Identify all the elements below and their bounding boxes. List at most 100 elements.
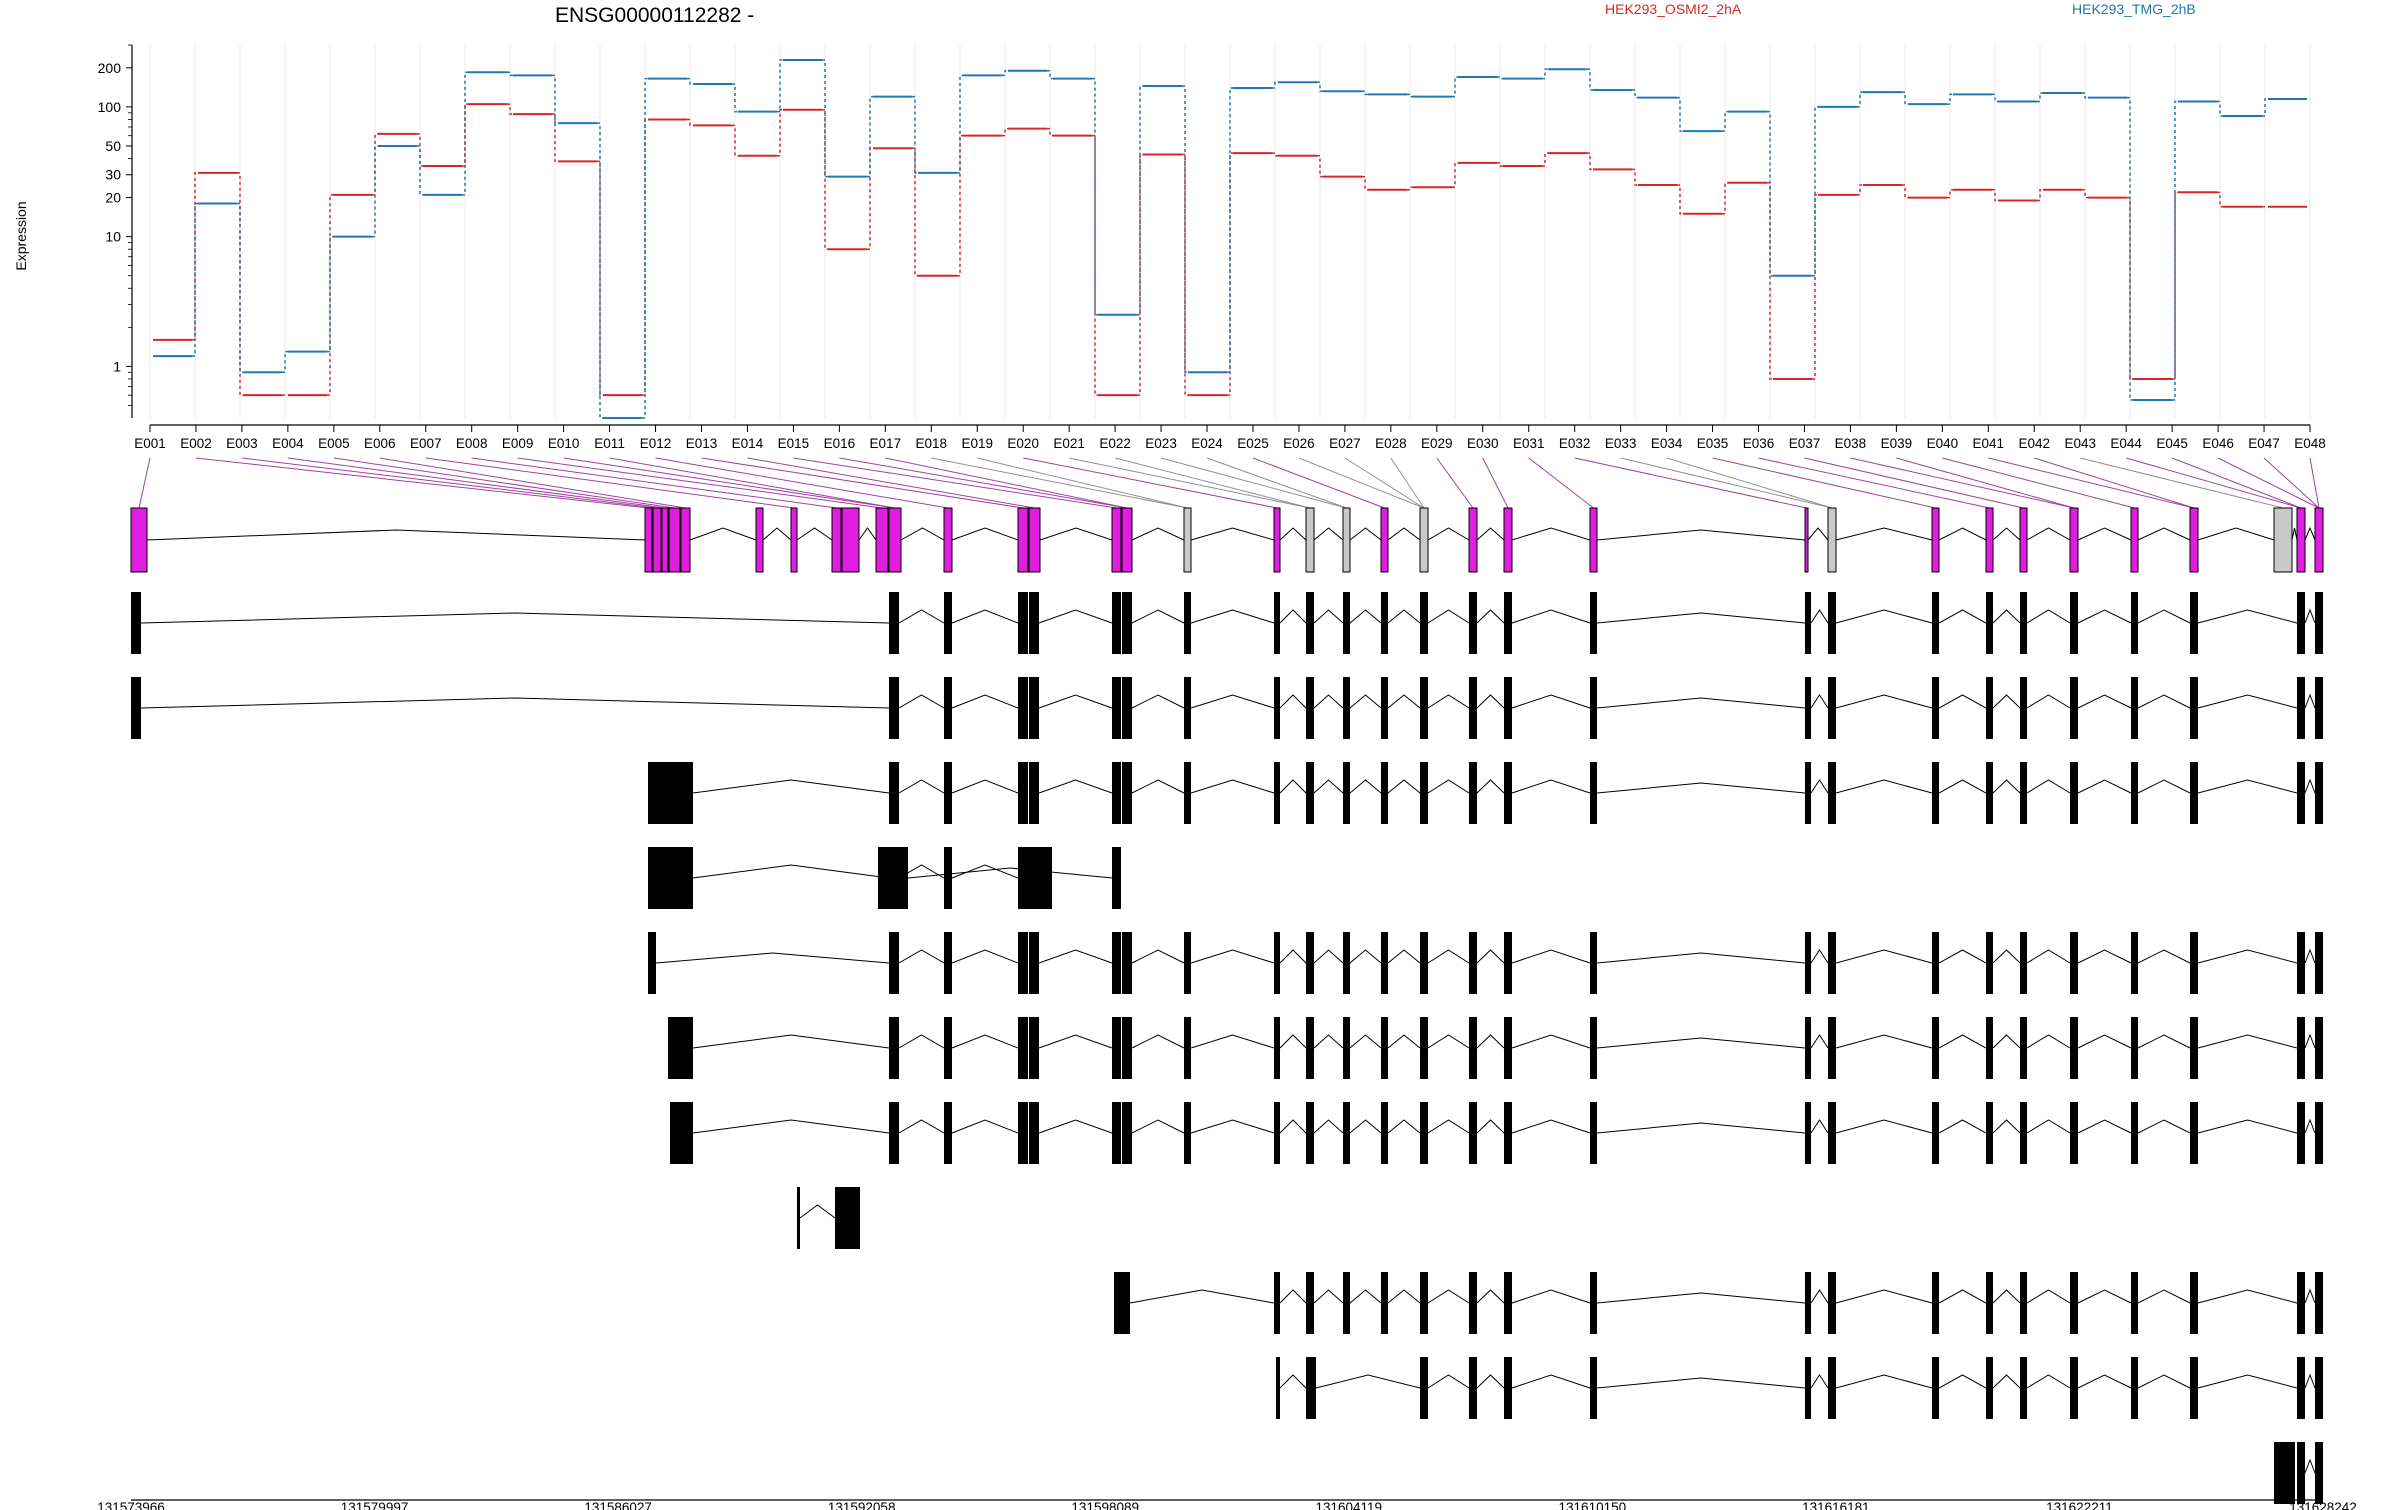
series-connector — [1182, 153, 1188, 396]
exon-box — [1469, 1102, 1477, 1164]
intron-line — [1835, 779, 1933, 794]
intron-line — [1279, 1374, 1307, 1389]
exon-box — [1932, 762, 1939, 824]
exon-link — [1344, 457, 1425, 509]
exon-box — [1805, 1357, 1811, 1419]
intron-line — [1427, 779, 1470, 794]
series-connector — [1767, 110, 1773, 277]
series-connector — [372, 145, 378, 238]
exon-link — [517, 457, 883, 509]
exon-box — [1112, 592, 1121, 654]
intron-line — [1427, 694, 1470, 709]
x-tick-label: E042 — [2018, 436, 2050, 451]
exon-model-box — [1342, 507, 1351, 573]
exon-box — [2131, 932, 2138, 994]
exon-box — [1420, 1017, 1428, 1079]
exon-box — [1029, 592, 1039, 654]
exon-model-box — [2069, 507, 2079, 573]
exon-link — [1804, 457, 2024, 509]
series-connector — [1947, 188, 1953, 199]
exon-box — [2020, 1017, 2027, 1079]
intron-line — [2304, 1118, 2316, 1134]
intron-line — [2077, 1034, 2132, 1049]
exon-box — [889, 592, 899, 654]
intron-line — [1511, 694, 1591, 709]
intron-line — [2137, 527, 2191, 541]
transcript-track — [1276, 1357, 2323, 1419]
exon-box — [1932, 1102, 1939, 1164]
intron-line — [951, 1034, 1019, 1049]
exon-box — [2020, 932, 2027, 994]
intron-line — [1279, 949, 1307, 964]
series-connector — [1227, 87, 1233, 374]
exon-box — [2020, 1272, 2027, 1334]
intron-line — [1938, 779, 1987, 794]
intron-line — [1387, 949, 1421, 964]
x-tick-label: E001 — [134, 436, 166, 451]
intron-line — [1279, 527, 1307, 541]
x-tick-label: E012 — [640, 436, 672, 451]
exon-link — [1252, 457, 1385, 509]
exon-box — [2297, 1102, 2305, 1164]
exon-box — [1274, 762, 1280, 824]
intron-line — [1131, 779, 1185, 794]
exon-box — [1276, 1357, 1280, 1419]
x-tick-label: E048 — [2294, 436, 2326, 451]
exon-box — [2190, 592, 2198, 654]
exon-box — [944, 932, 952, 994]
series-connector — [1947, 93, 1953, 105]
exon-box — [2274, 1442, 2295, 1504]
intron-line — [1596, 612, 1806, 624]
intron-line — [1349, 609, 1382, 624]
exon-model-box — [668, 507, 681, 573]
x-tick-label: E037 — [1789, 436, 1821, 451]
exon-model-box — [2314, 507, 2324, 573]
intron-line — [1131, 1034, 1185, 1049]
exon-box — [2315, 932, 2323, 994]
exon-link — [425, 457, 795, 509]
y-tick-label: 50 — [105, 138, 121, 154]
x-tick-label: E036 — [1743, 436, 1775, 451]
intron-line — [1511, 949, 1591, 964]
exon-box — [1986, 592, 1993, 654]
exon-box — [1420, 677, 1428, 739]
exon-box — [2297, 1442, 2305, 1504]
exon-box — [1122, 592, 1132, 654]
x-tick-label: E016 — [824, 436, 856, 451]
intron-line — [2197, 1289, 2298, 1304]
exon-link — [793, 457, 1117, 509]
series-connector — [507, 103, 513, 115]
intron-line — [2077, 527, 2132, 541]
intron-line — [1596, 1037, 1806, 1049]
exon-box — [1018, 932, 1028, 994]
x-tick-label: E025 — [1237, 436, 1269, 451]
y-tick-label: 200 — [98, 60, 122, 76]
intron-line — [1835, 1374, 1933, 1389]
intron-line — [898, 779, 945, 794]
exon-box — [1122, 1017, 1132, 1079]
exon-link — [1942, 457, 2135, 509]
intron-line — [1992, 527, 2021, 541]
exon-box — [1029, 677, 1039, 739]
series-connector — [597, 122, 603, 419]
intron-line — [1511, 527, 1591, 541]
x-tick-label: E028 — [1375, 436, 1407, 451]
exon-box — [1986, 1357, 1993, 1419]
exon-model-box — [790, 507, 798, 573]
exon-box — [1306, 932, 1314, 994]
intron-line — [2077, 1119, 2132, 1134]
transcript-track — [648, 762, 2323, 824]
series-connector — [687, 77, 693, 85]
x-tick-label: E035 — [1697, 436, 1729, 451]
series-connector — [372, 133, 378, 196]
exon-model-box — [1468, 507, 1478, 573]
exon-model-box — [875, 507, 889, 573]
exon-link — [1114, 457, 1311, 509]
exon-model-box — [1827, 507, 1837, 573]
exon-box — [1504, 762, 1512, 824]
intron-line — [1038, 1119, 1113, 1134]
exon-box — [1828, 592, 1836, 654]
series-connector — [1677, 96, 1683, 132]
exon-model-box — [841, 507, 860, 573]
intron-line — [2137, 1289, 2191, 1304]
